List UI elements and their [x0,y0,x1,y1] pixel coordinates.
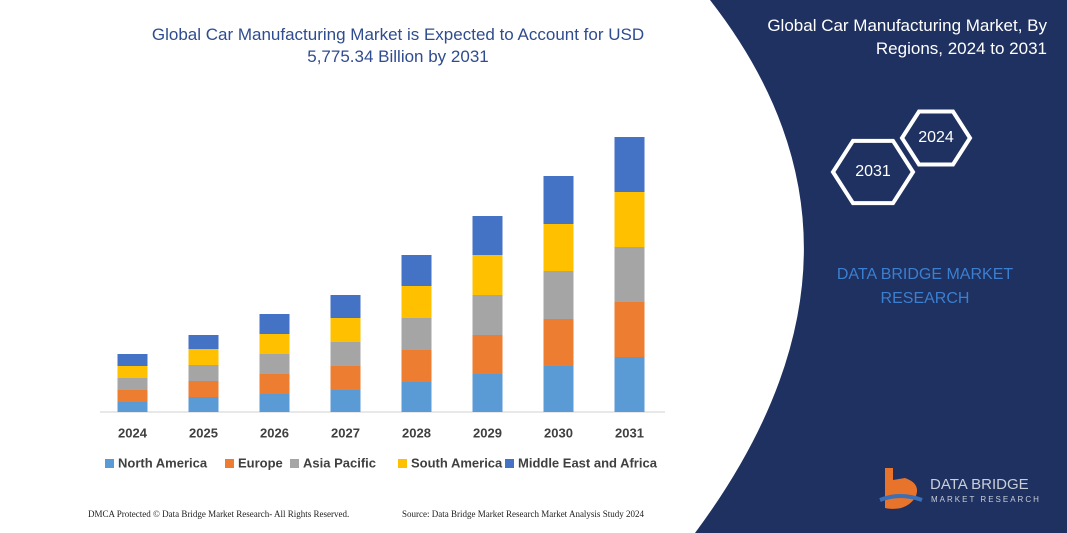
bar-segment [614,247,645,302]
legend-swatch [290,459,299,468]
bar-segment [614,357,645,412]
x-tick-label: 2031 [615,425,644,440]
legend-swatch [105,459,114,468]
footer-right: Source: Data Bridge Market Research Mark… [402,509,644,519]
bar-segment [330,390,361,412]
bar-segment [259,314,290,334]
panel-title: Global Car Manufacturing Market, By Regi… [767,16,1047,58]
legend-label: Middle East and Africa [518,455,658,470]
brand-text: DATA BRIDGE MARKET RESEARCH [836,266,1014,307]
bar-segment [259,334,290,354]
bar-segment [543,319,574,366]
x-tick-label: 2028 [402,425,431,440]
legend-swatch [505,459,514,468]
hexagon [899,109,973,167]
hexagon-label: 2024 [918,129,954,146]
bar-segment [330,342,361,366]
bar-segment [259,374,290,394]
bar-segment [330,318,361,342]
bar-segment [330,295,361,318]
bar-segment [401,382,432,412]
bar-segment [117,402,148,412]
logo-name: DATA BRIDGE [930,476,1029,493]
legend-swatch [225,459,234,468]
bar-segment [330,366,361,390]
hexagon-label: 2031 [855,163,891,180]
side-panel [695,0,1067,533]
x-tick-label: 2027 [331,425,360,440]
bar-segment [259,394,290,412]
bar-segment [259,354,290,374]
bar-segment [543,224,574,271]
x-tick-label: 2024 [118,425,148,440]
bar-segment [401,286,432,318]
legend-swatch [398,459,407,468]
bar-segment [117,354,148,366]
bar-segment [401,350,432,382]
bar-segment [188,349,219,365]
logo-swoosh [879,494,923,502]
bar-segment [472,216,503,255]
bar-segment [614,137,645,192]
bar-segment [543,176,574,224]
bar-segment [188,397,219,412]
bar-segment [614,302,645,357]
x-tick-label: 2029 [473,425,502,440]
legend-label: Europe [238,455,283,470]
logo-tagline: MARKET RESEARCH [931,495,1041,504]
bar-segment [472,335,503,374]
x-tick-label: 2030 [544,425,573,440]
bar-segment [401,255,432,286]
bar-segment [117,366,148,378]
bar-segment [188,365,219,381]
legend-label: Asia Pacific [303,455,376,470]
footer-left: DMCA Protected © Data Bridge Market Rese… [88,509,350,519]
x-tick-label: 2025 [189,425,218,440]
x-tick-label: 2026 [260,425,289,440]
bar-segment [543,271,574,319]
bar-segment [472,374,503,412]
legend-label: South America [411,455,503,470]
bar-segment [188,381,219,397]
bar-segment [401,318,432,350]
legend-label: North America [118,455,208,470]
hexagon [830,138,916,206]
chart-title: Global Car Manufacturing Market is Expec… [151,25,645,66]
bar-segment [614,192,645,247]
bar-segment [472,295,503,335]
bar-segment [188,335,219,349]
bar-segment [472,255,503,295]
bar-segment [543,366,574,412]
bar-segment [117,378,148,390]
bar-segment [117,390,148,402]
